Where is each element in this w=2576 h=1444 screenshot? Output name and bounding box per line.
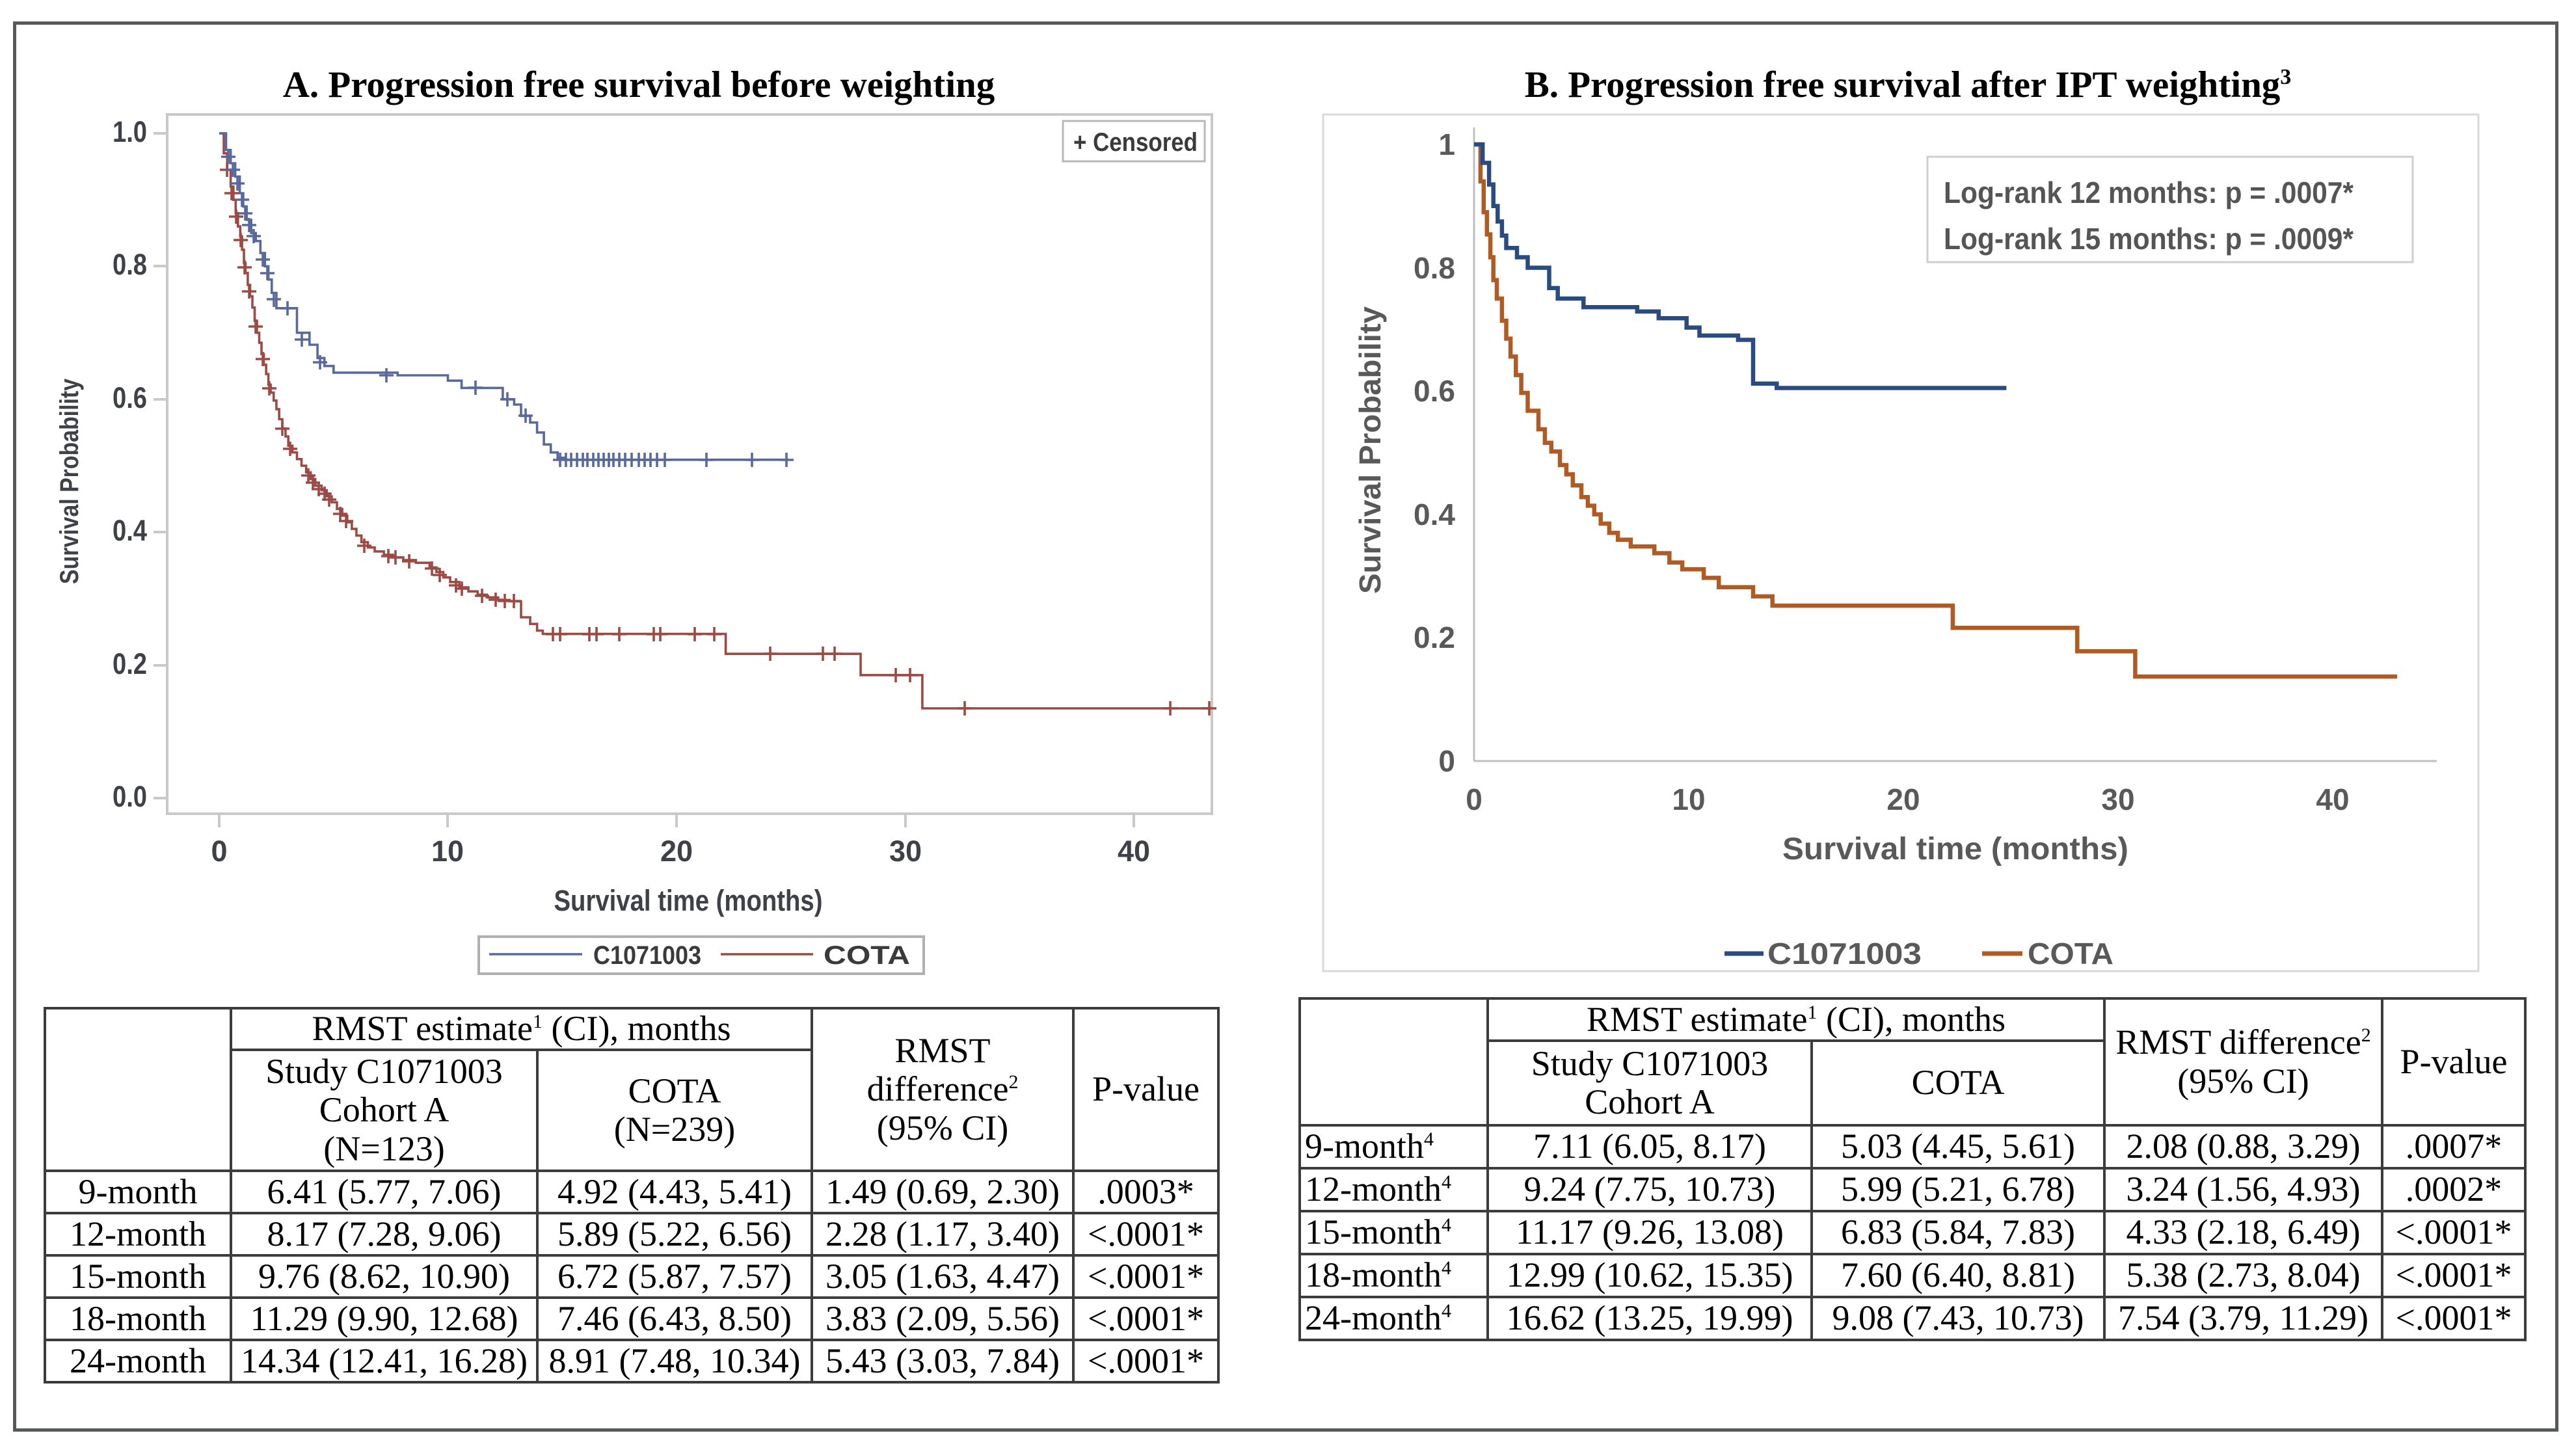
svg-text:10: 10 [1672, 782, 1705, 816]
svg-text:1: 1 [1438, 127, 1455, 161]
svg-text:40: 40 [2316, 782, 2349, 816]
svg-text:C1071003: C1071003 [1767, 937, 1922, 970]
svg-text:1.0: 1.0 [113, 115, 147, 148]
svg-text:0.2: 0.2 [1414, 621, 1455, 654]
svg-text:10: 10 [431, 835, 464, 868]
svg-text:C1071003: C1071003 [593, 941, 701, 970]
svg-text:Log-rank 15 months: p = .0009*: Log-rank 15 months: p = .0009* [1944, 222, 2354, 256]
svg-text:Log-rank 12 months: p = .0007*: Log-rank 12 months: p = .0007* [1944, 176, 2354, 209]
svg-text:COTA: COTA [2028, 937, 2113, 970]
svg-text:COTA: COTA [824, 941, 910, 970]
svg-text:30: 30 [889, 835, 922, 868]
svg-text:20: 20 [660, 835, 693, 868]
svg-text:0.8: 0.8 [1414, 251, 1455, 285]
svg-text:Survival time (months): Survival time (months) [1782, 832, 2128, 866]
svg-text:0.6: 0.6 [113, 381, 147, 414]
svg-text:20: 20 [1886, 782, 1920, 816]
svg-text:+ Censored: + Censored [1073, 128, 1198, 157]
svg-text:0.6: 0.6 [1414, 374, 1455, 408]
svg-text:0.4: 0.4 [1414, 498, 1455, 531]
svg-text:0.0: 0.0 [113, 780, 147, 813]
svg-text:Survival Probability: Survival Probability [55, 378, 84, 584]
svg-text:40: 40 [1118, 835, 1150, 868]
svg-text:0.8: 0.8 [113, 248, 147, 281]
svg-text:0: 0 [1438, 744, 1455, 778]
svg-text:0: 0 [1466, 782, 1483, 816]
svg-text:Survival time (months): Survival time (months) [554, 884, 823, 917]
svg-text:30: 30 [2101, 782, 2134, 816]
svg-text:0.4: 0.4 [113, 514, 147, 547]
svg-text:0.2: 0.2 [113, 647, 147, 680]
svg-text:0: 0 [211, 835, 227, 868]
svg-text:Survival Probability: Survival Probability [1353, 306, 1387, 594]
